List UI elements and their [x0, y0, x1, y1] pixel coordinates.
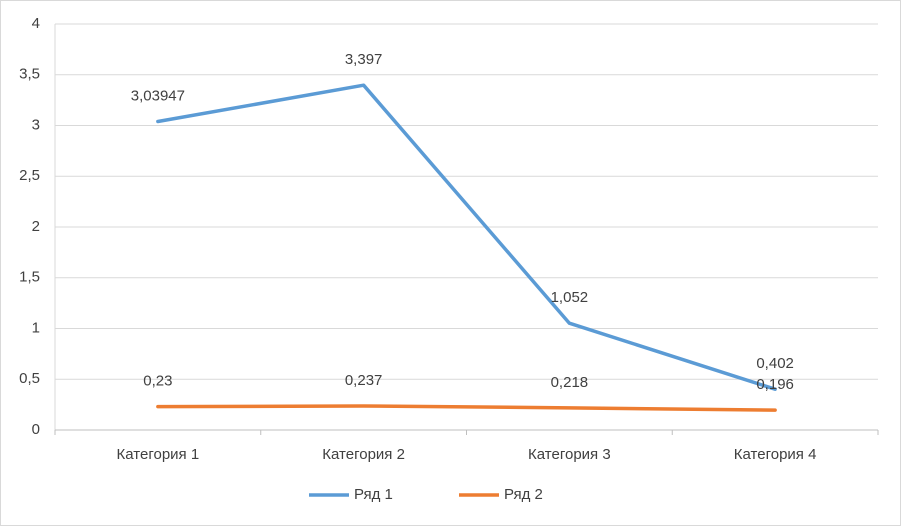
data-label: 3,03947 [131, 87, 185, 104]
data-label: 1,052 [551, 289, 589, 306]
series-line [156, 404, 777, 412]
data-label: 0,196 [756, 376, 794, 393]
legend-label: Ряд 1 [354, 486, 393, 503]
x-tick-label: Категория 1 [117, 446, 200, 463]
data-label: 0,237 [345, 372, 383, 389]
y-tick-label: 0,5 [19, 370, 40, 387]
data-label: 0,23 [143, 373, 172, 390]
y-tick-label: 4 [32, 15, 40, 32]
legend-label: Ряд 2 [504, 486, 543, 503]
data-label: 0,402 [756, 355, 794, 372]
y-tick-label: 0 [32, 421, 40, 438]
y-tick-label: 3,5 [19, 66, 40, 83]
y-tick-label: 2,5 [19, 167, 40, 184]
y-tick-label: 1 [32, 319, 40, 336]
x-tick-label: Категория 3 [528, 446, 611, 463]
y-tick-label: 1,5 [19, 269, 40, 286]
y-tick-label: 3 [32, 116, 40, 133]
y-tick-label: 2 [32, 218, 40, 235]
data-label: 0,218 [551, 374, 589, 391]
x-tick-label: Категория 4 [734, 446, 817, 463]
series-line [156, 83, 777, 391]
data-label: 3,397 [345, 51, 383, 68]
x-tick-label: Категория 2 [322, 446, 405, 463]
